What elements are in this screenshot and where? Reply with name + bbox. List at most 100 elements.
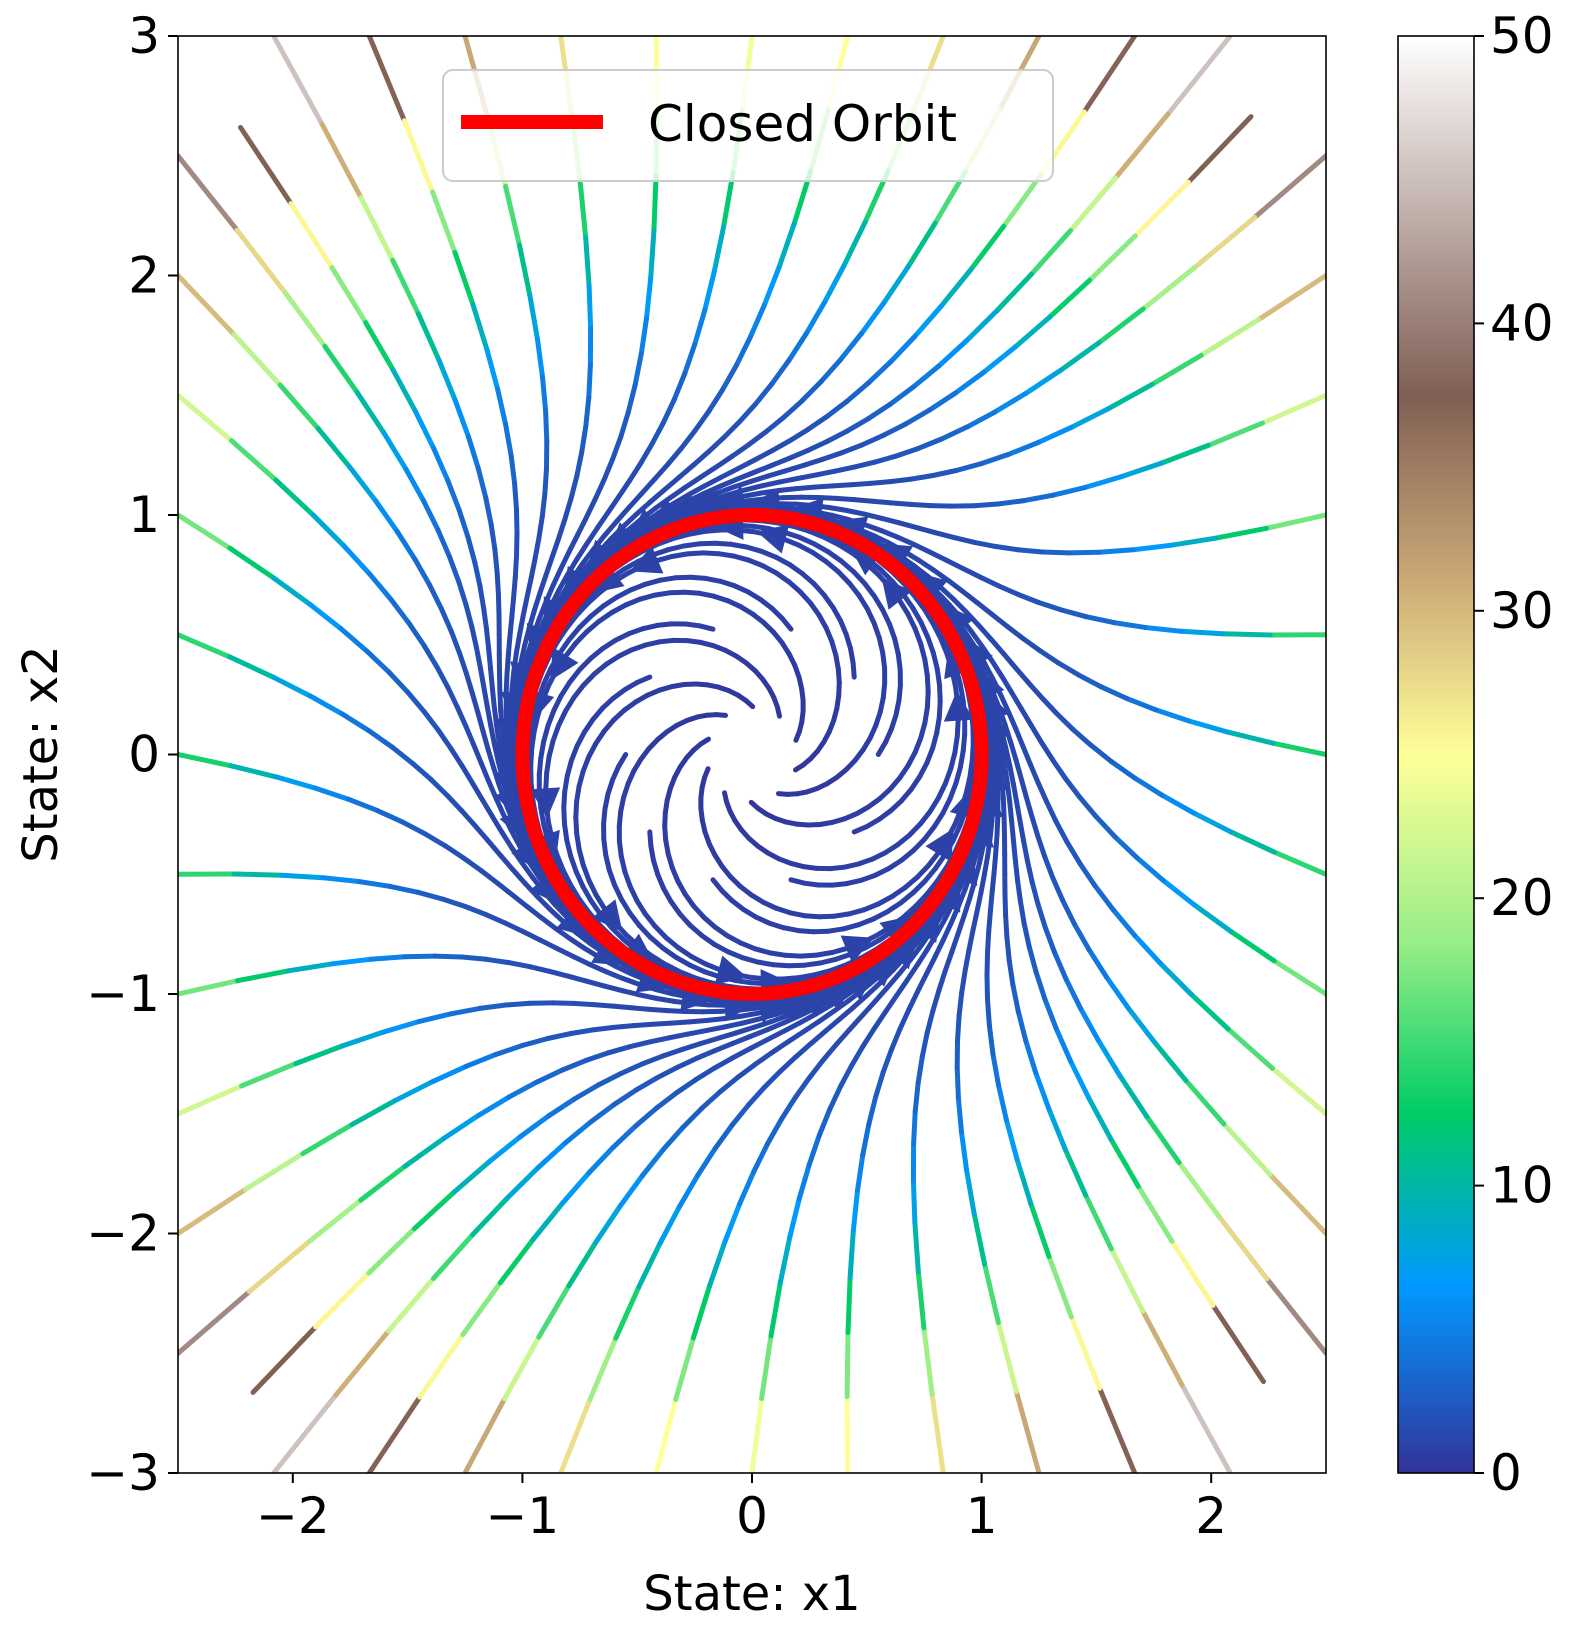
streamline-segment bbox=[1124, 695, 1159, 713]
streamline-segment bbox=[432, 953, 465, 960]
streamline-segment bbox=[1264, 1276, 1326, 1356]
streamline-segment bbox=[1160, 878, 1197, 908]
streamline-segment bbox=[524, 575, 534, 600]
streamline-segment bbox=[878, 528, 901, 540]
streamline-segment bbox=[460, 1280, 503, 1338]
streamline-segment bbox=[1134, 855, 1166, 883]
streamline-segment bbox=[816, 1008, 837, 1024]
streamline-segment bbox=[594, 510, 611, 532]
streamline-segment bbox=[288, 201, 335, 271]
streamline-segment bbox=[938, 585, 957, 603]
streamline-segment bbox=[1039, 695, 1060, 716]
streamline-segment bbox=[1068, 1058, 1092, 1101]
streamline-segment bbox=[571, 682, 586, 700]
streamline-segment bbox=[1046, 1254, 1074, 1320]
streamline-segment bbox=[366, 36, 407, 124]
streamline-segment bbox=[527, 964, 553, 974]
streamline-segment bbox=[781, 398, 805, 420]
colorbar-ticks: 0 10 20 30 40 50 bbox=[1474, 7, 1554, 1502]
streamline-segment bbox=[1010, 837, 1018, 863]
streamline-segment bbox=[633, 1105, 660, 1129]
streamline-segment bbox=[273, 774, 318, 791]
streamline-segment bbox=[618, 853, 628, 874]
streamline-segment bbox=[777, 475, 801, 485]
streamline-segment bbox=[813, 468, 838, 478]
streamline-segment bbox=[676, 968, 697, 981]
streamline-segment bbox=[1053, 1026, 1074, 1064]
streamline-segment bbox=[866, 1094, 879, 1127]
streamline-segment bbox=[725, 487, 748, 498]
streamline-segment bbox=[505, 634, 513, 658]
streamline-segment bbox=[520, 594, 530, 619]
streamline-segment bbox=[871, 593, 885, 613]
streamline-segment bbox=[1010, 781, 1020, 805]
streamline-segment bbox=[768, 438, 792, 454]
streamline-segment bbox=[178, 1083, 244, 1117]
streamline-segment bbox=[1033, 1070, 1052, 1111]
streamline-segment bbox=[927, 795, 941, 814]
streamline-segment bbox=[462, 904, 489, 918]
streamline-segment bbox=[574, 541, 590, 562]
streamline-segment bbox=[637, 992, 660, 1001]
streamline-segment bbox=[939, 267, 974, 309]
streamline-segment bbox=[227, 545, 276, 581]
streamline-segment bbox=[938, 636, 950, 657]
streamline-segment bbox=[918, 619, 931, 640]
streamline-segment bbox=[971, 539, 998, 549]
streamline-segment bbox=[611, 1087, 639, 1107]
streamline-segment bbox=[1071, 921, 1092, 953]
streamline-segment bbox=[716, 1030, 739, 1041]
streamline-segment bbox=[981, 344, 1018, 375]
streamline-segment bbox=[228, 763, 279, 780]
streamline-segment bbox=[605, 494, 622, 516]
streamline-segment bbox=[686, 528, 708, 537]
streamline-segment bbox=[1140, 1308, 1185, 1388]
streamline-segment bbox=[504, 652, 511, 677]
streamline-segment bbox=[871, 620, 882, 641]
streamline-segment bbox=[924, 745, 936, 766]
streamline-segment bbox=[616, 838, 624, 859]
streamline-segment bbox=[690, 449, 711, 468]
streamline-segment bbox=[737, 401, 758, 425]
streamline-segment bbox=[942, 899, 956, 921]
streamline-segment bbox=[319, 121, 364, 201]
streamline-segment bbox=[576, 613, 594, 631]
colorbar-tick-label: 50 bbox=[1490, 7, 1554, 65]
streamline-segment bbox=[660, 945, 679, 960]
streamline-segment bbox=[977, 842, 986, 866]
streamline-segment bbox=[730, 441, 752, 459]
streamline-segment bbox=[503, 1000, 533, 1008]
streamline-segment bbox=[1186, 718, 1231, 735]
streamline-segment bbox=[554, 625, 569, 645]
streamline-segment bbox=[583, 394, 592, 429]
streamline-segment bbox=[816, 495, 839, 501]
streamline-segment bbox=[969, 629, 985, 649]
streamline-segment bbox=[953, 369, 987, 396]
streamline-segment bbox=[833, 951, 854, 962]
streamline-segment bbox=[588, 603, 606, 619]
streamline-segment bbox=[1113, 111, 1171, 181]
streamline-segment bbox=[731, 553, 752, 563]
streamline-segment bbox=[742, 483, 765, 493]
streamline-segment bbox=[574, 729, 587, 749]
streamline-segment bbox=[901, 903, 919, 920]
streamline-segment bbox=[986, 1023, 996, 1057]
streamline-segment bbox=[676, 988, 698, 997]
streamline-segment bbox=[865, 402, 893, 422]
streamline-segment bbox=[547, 968, 572, 979]
streamline-segment bbox=[896, 597, 911, 617]
streamline-segment bbox=[770, 962, 792, 969]
streamline-segment bbox=[759, 488, 782, 496]
streamline-segment bbox=[978, 872, 987, 896]
streamline-segment bbox=[601, 806, 608, 827]
streamline-segment bbox=[1052, 949, 1069, 982]
streamline-segment bbox=[955, 887, 968, 910]
streamline-segment bbox=[1018, 775, 1029, 799]
streamline-segment bbox=[472, 559, 483, 589]
streamline-segment bbox=[488, 722, 497, 747]
streamline-segment bbox=[959, 1129, 970, 1173]
streamline-segment bbox=[562, 495, 574, 522]
streamline-segment bbox=[1248, 36, 1326, 120]
streamline-segment bbox=[875, 894, 895, 907]
streamline-segment bbox=[1219, 631, 1273, 638]
